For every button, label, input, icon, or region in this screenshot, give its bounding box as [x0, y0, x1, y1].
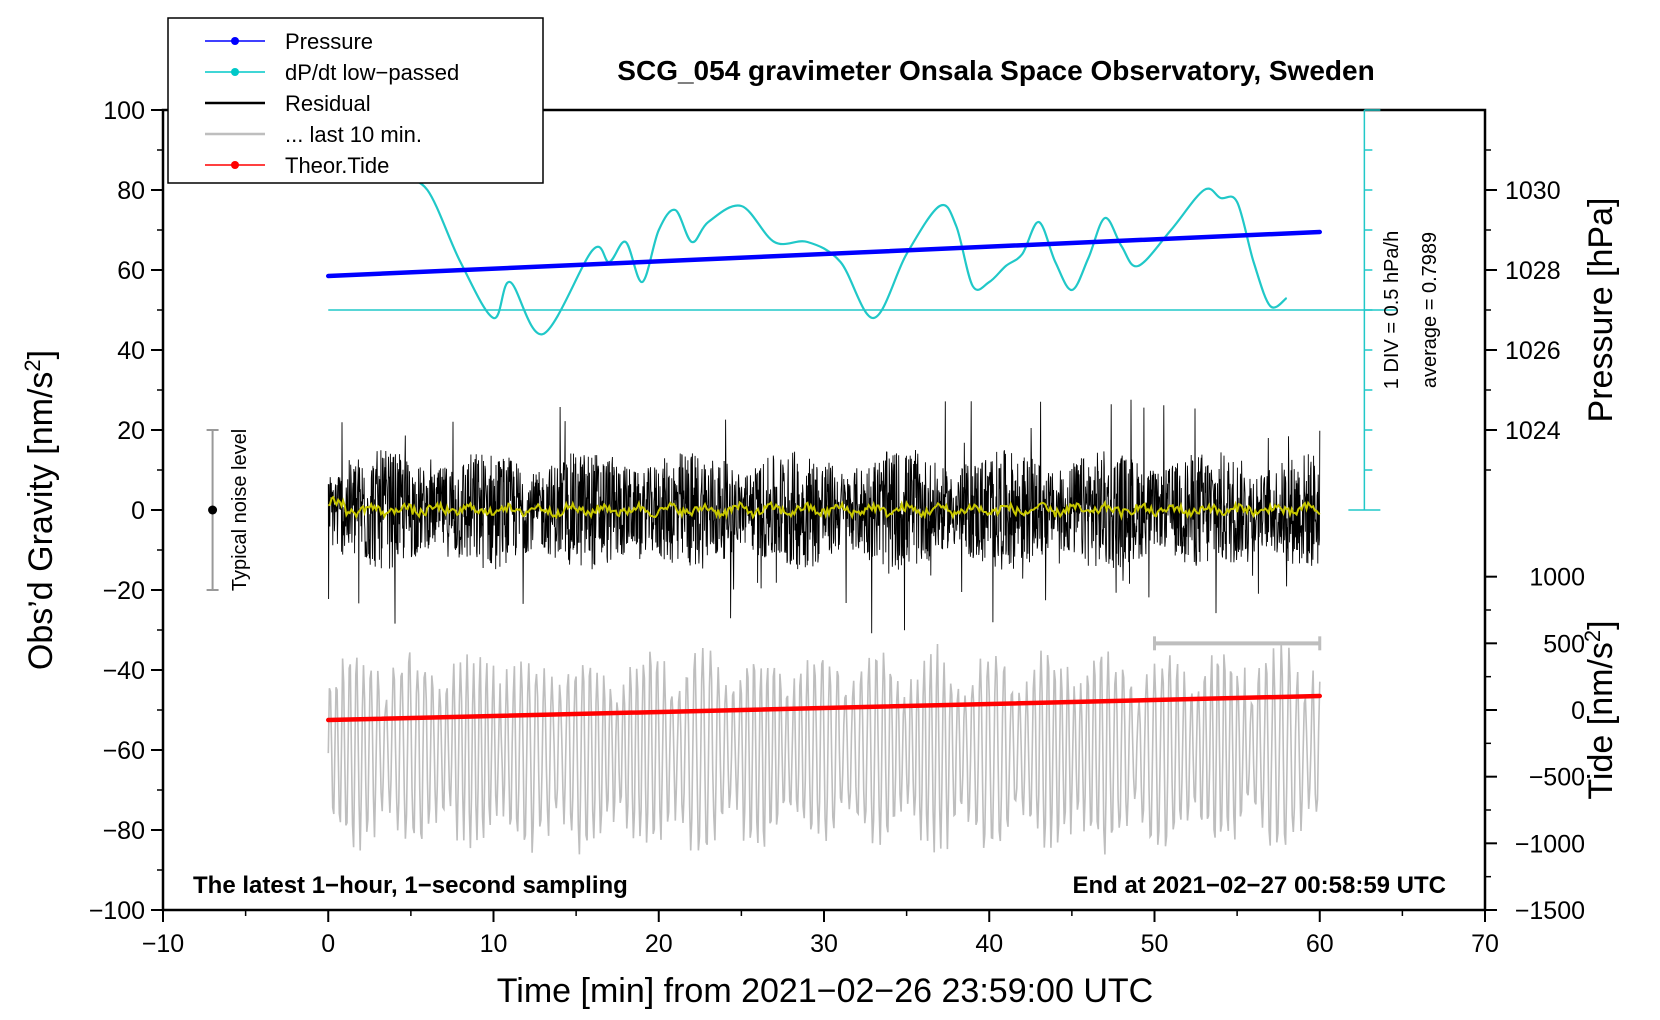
y-tick-label: −80 [103, 817, 145, 845]
legend: Pressure dP/dt low−passed Residual ... last… [167, 17, 544, 184]
pressure-line [326, 229, 1322, 279]
y-tick-label: −40 [103, 657, 145, 685]
noise-level-bar [206, 429, 219, 591]
pressure-tick-label: 1030 [1505, 177, 1561, 205]
x-tick-label: 0 [321, 930, 335, 958]
x-tick-label: 70 [1471, 930, 1499, 958]
tide-tick-label: −1000 [1515, 830, 1585, 858]
tide-axis-title-end: ] [1582, 620, 1620, 629]
legend-label: Theor.Tide [285, 153, 389, 178]
tide-axis-title-main: Tide [nm/s [1582, 642, 1620, 799]
x-axis-title: Time [min] from 2021−02−26 23:59:00 UTC [497, 972, 1153, 1010]
y-tick-label: 80 [117, 177, 145, 205]
x-tick-label: 40 [975, 930, 1003, 958]
legend-label: ... last 10 min. [285, 122, 422, 147]
x-tick-label: 10 [480, 930, 508, 958]
dpdt-scale-bar [1348, 109, 1381, 511]
pressure-tick-label: 1028 [1505, 257, 1561, 285]
x-axis: −10 0 10 20 30 40 50 60 70 [142, 910, 1499, 958]
tide-layer [326, 693, 1322, 723]
dpdt-average-label: average = 0.7989 [1419, 232, 1441, 388]
theoretical-tide-line [326, 693, 1322, 723]
chart-title: SCG_054 gravimeter Onsala Space Observat… [617, 55, 1374, 86]
tide-tick-label: 1000 [1529, 564, 1585, 592]
last-10-min-bracket [1153, 636, 1322, 651]
y-axis-left: −100 −80 −60 −40 −20 0 20 40 60 80 100 [89, 97, 163, 925]
noise-bar-dot [208, 505, 218, 515]
tide-tick-label: −500 [1529, 764, 1585, 792]
tide-axis-title-sup: 2 [1580, 630, 1605, 642]
y-axis-left-title-end: ] [22, 350, 60, 359]
y-axis-left-title-main: Obs’d Gravity [nm/s [22, 372, 60, 671]
tide-tick-label: 500 [1543, 630, 1585, 658]
x-tick-label: 60 [1306, 930, 1334, 958]
x-tick-label: 50 [1141, 930, 1169, 958]
tide-tick-label: 0 [1571, 697, 1585, 725]
y-tick-label: 100 [103, 97, 145, 125]
legend-marker [231, 37, 239, 45]
residual-layer [327, 399, 1321, 634]
y-tick-label: −100 [89, 897, 145, 925]
legend-box [167, 17, 544, 184]
noise-level-label: Typical noise level [229, 429, 251, 591]
pressure-layer [326, 229, 1322, 279]
x-tick-label: −10 [142, 930, 184, 958]
x-tick-label: 20 [645, 930, 673, 958]
y-tick-label: −20 [103, 577, 145, 605]
pressure-tick-label: 1024 [1505, 417, 1561, 445]
last-10-min-layer [327, 642, 1321, 855]
y-tick-label: 60 [117, 257, 145, 285]
residual-lowpass-line [327, 495, 1321, 521]
x-tick-label: 30 [810, 930, 838, 958]
y-tick-label: −60 [103, 737, 145, 765]
residual-line [327, 399, 1321, 634]
last-10-min-line [327, 642, 1321, 855]
y-tick-label: 20 [117, 417, 145, 445]
tide-tick-label: −1500 [1515, 897, 1585, 925]
dpdt-line [398, 176, 1288, 336]
dpdt-scale-label: 1 DIV = 0.5 hPa/h [1381, 231, 1403, 389]
y-tick-label: 0 [131, 497, 145, 525]
y-axis-left-title: Obs’d Gravity [nm/s2] [20, 350, 61, 670]
pressure-tick-label: 1026 [1505, 337, 1561, 365]
dpdt-layer [328, 176, 1398, 336]
legend-label: Residual [285, 91, 371, 116]
tide-axis-title: Tide [nm/s2] [1580, 620, 1621, 799]
bottom-left-note: The latest 1−hour, 1−second sampling [193, 872, 628, 899]
legend-label: dP/dt low−passed [285, 60, 459, 85]
legend-label: Pressure [285, 29, 373, 54]
pressure-axis: 1024 1026 1028 1030 [1485, 149, 1561, 471]
legend-marker [231, 161, 239, 169]
y-axis-left-title-sup: 2 [20, 359, 45, 371]
legend-marker [231, 68, 239, 76]
y-tick-label: 40 [117, 337, 145, 365]
pressure-axis-title: Pressure [hPa] [1582, 198, 1620, 423]
tide-axis: −1500 −1000 −500 0 500 1000 [1485, 564, 1585, 925]
bottom-right-note: End at 2021−02−27 00:58:59 UTC [1072, 872, 1446, 899]
